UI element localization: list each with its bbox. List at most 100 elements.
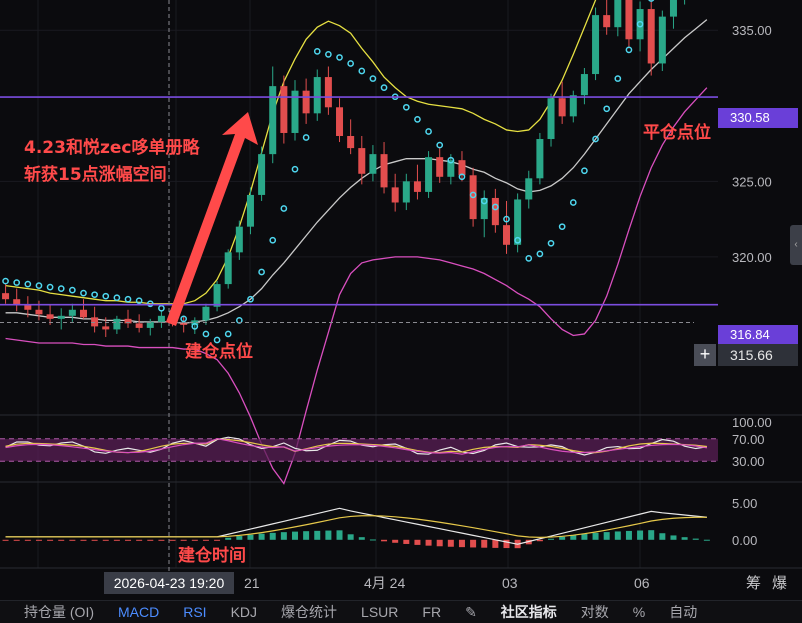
tab-7[interactable]: ✎ — [465, 604, 477, 620]
macd-histogram-bar — [503, 539, 510, 549]
candle-body — [13, 299, 21, 306]
tab-6[interactable]: FR — [422, 604, 442, 620]
candle-body — [102, 326, 110, 330]
candle-body — [536, 139, 544, 179]
tab-9[interactable]: 对数 — [580, 604, 609, 620]
candle-body — [625, 0, 633, 40]
macd-histogram-bar — [425, 539, 432, 546]
rsi-pane — [0, 436, 718, 462]
sar-dot — [91, 291, 98, 299]
sar-dot — [458, 173, 466, 181]
grid — [0, 0, 802, 569]
macd-histogram-bar — [458, 539, 465, 548]
macd-histogram-bar — [392, 539, 399, 543]
sar-dot — [191, 323, 199, 330]
macd-histogram-bar — [214, 539, 221, 541]
tab-11[interactable]: 自动 — [669, 604, 698, 620]
macd-histogram-bar — [536, 539, 543, 542]
candle-body — [191, 320, 199, 325]
macd-histogram-bar — [403, 539, 410, 544]
macd-histogram-bar — [592, 532, 599, 540]
sar-dot — [69, 286, 76, 294]
sar-dot — [614, 75, 622, 82]
tab-8[interactable]: 社区指标 — [500, 604, 557, 620]
tab-2[interactable]: RSI — [183, 604, 207, 620]
tab-4[interactable]: 爆仓统计 — [281, 604, 338, 620]
liquidation-button[interactable]: 爆 — [772, 575, 788, 592]
tab-1[interactable]: MACD — [118, 604, 160, 620]
macd-histogram-bar — [637, 530, 644, 540]
macd-histogram-bar — [481, 539, 488, 548]
macd-histogram-bar — [47, 539, 54, 541]
sar-dot — [313, 48, 321, 55]
rsi-tick-label: 70.00 — [732, 432, 765, 447]
candle-body — [324, 77, 332, 108]
candle-body — [202, 306, 210, 321]
candle-body — [436, 157, 444, 177]
candle-body — [24, 305, 32, 310]
macd-dea-line — [5, 515, 707, 538]
crosshair-add-button[interactable]: + — [694, 344, 716, 366]
macd-dif-line — [5, 507, 707, 545]
candle-body — [113, 318, 121, 330]
macd-pane — [2, 507, 710, 549]
chip-distribution-button[interactable]: 筹 — [746, 575, 762, 592]
sar-dot — [436, 141, 444, 149]
macd-histogram-bar — [470, 539, 477, 548]
price-chart[interactable]: 335.00 325.00 320.00 100.00 70.00 30.00 5.00 0.… — [0, 0, 802, 600]
macd-histogram-bar — [648, 530, 655, 540]
candle-body — [68, 309, 76, 316]
sar-dot — [180, 315, 188, 323]
sar-dot — [113, 294, 121, 302]
rsi-tick-label: 100.00 — [732, 415, 772, 430]
candle-body — [91, 317, 99, 327]
price-tick-label: 320.00 — [732, 250, 772, 265]
sar-dot — [525, 255, 533, 262]
macd-histogram-bar — [381, 539, 388, 542]
tab-5[interactable]: LSUR — [361, 604, 399, 620]
tab-10[interactable]: % — [632, 604, 646, 620]
candle-body — [57, 315, 65, 319]
macd-histogram-bar — [24, 539, 31, 541]
macd-histogram-bar — [570, 535, 577, 540]
date-tick-label: 03 — [502, 575, 518, 591]
sar-dot — [347, 60, 355, 67]
tab-3[interactable]: KDJ — [230, 604, 258, 620]
sar-dot — [135, 297, 143, 305]
candle-body — [514, 199, 522, 245]
sar-dot — [80, 289, 87, 297]
sar-dot — [35, 282, 43, 289]
macd-histogram-bar — [35, 539, 42, 541]
overlay — [166, 0, 258, 572]
exit-price-tag: 330.58 — [718, 108, 798, 128]
candle-body — [124, 318, 132, 324]
candle-body — [46, 314, 54, 319]
candle-body — [658, 16, 666, 64]
side-panel-handle[interactable]: ‹ — [790, 225, 802, 265]
candle-body — [79, 309, 87, 318]
sar-dot — [558, 223, 566, 231]
sar-dot — [603, 105, 611, 113]
macd-histogram-bar — [692, 538, 699, 540]
sar-dot — [536, 250, 544, 258]
price-pane — [0, 0, 718, 485]
macd-histogram-bar — [80, 539, 87, 541]
macd-histogram-bar — [280, 532, 287, 540]
tab-0[interactable]: 持仓量 (OI) — [24, 604, 94, 620]
candle-body — [580, 74, 588, 96]
candle-body — [180, 323, 188, 325]
macd-histogram-bar — [303, 531, 310, 540]
candle-body — [413, 181, 421, 192]
candle-body — [480, 197, 488, 220]
candle-body — [146, 321, 154, 328]
date-tick-label: 21 — [244, 575, 260, 591]
sar-dot — [336, 54, 343, 61]
macd-histogram-bar — [325, 530, 332, 540]
macd-histogram-bar — [13, 539, 20, 541]
exit-label: 平仓点位 — [643, 123, 711, 143]
sar-dot — [402, 103, 410, 111]
sar-dot — [124, 295, 132, 303]
candle-body — [280, 86, 288, 133]
sar-dot — [102, 292, 110, 300]
sar-dot — [325, 51, 332, 58]
